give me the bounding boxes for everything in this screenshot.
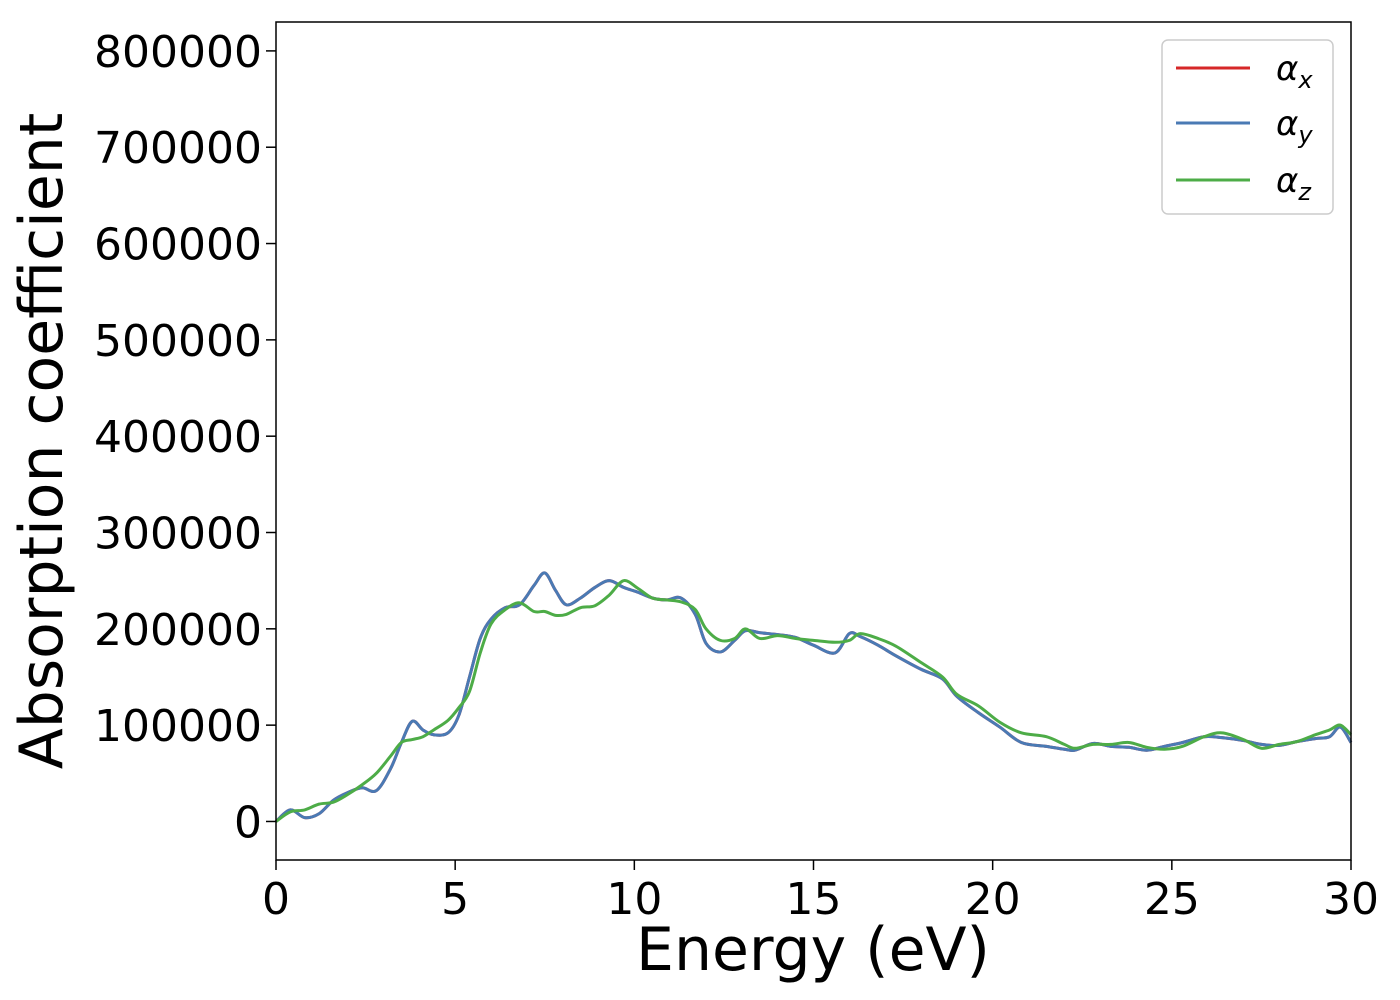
legend-subscript-x: x bbox=[1297, 66, 1313, 94]
legend-subscript-y: y bbox=[1297, 121, 1313, 149]
x-tick-label: 15 bbox=[786, 874, 842, 925]
legend-symbol-z: α bbox=[1276, 161, 1298, 201]
legend: αx αy αz bbox=[1161, 39, 1334, 215]
series-layer bbox=[274, 571, 1353, 823]
legend-label-z: αz bbox=[1276, 161, 1312, 206]
x-axis-title: Energy (eV) bbox=[636, 915, 990, 985]
series-line-z bbox=[275, 579, 1353, 823]
x-axis: 0 5 10 15 20 25 30 bbox=[262, 860, 1379, 925]
legend-symbol-y: α bbox=[1276, 104, 1298, 144]
y-tick-label: 200000 bbox=[94, 605, 262, 656]
x-tick-label: 5 bbox=[441, 874, 469, 925]
x-tick-label: 30 bbox=[1323, 874, 1379, 925]
legend-label-x: αx bbox=[1276, 49, 1313, 94]
y-tick-label: 0 bbox=[234, 797, 262, 848]
y-tick-label: 400000 bbox=[94, 412, 262, 463]
legend-label-y: αy bbox=[1276, 104, 1313, 149]
y-axis: 0 100000 200000 300000 400000 500000 600000 700… bbox=[94, 27, 276, 848]
x-tick-label: 25 bbox=[1144, 874, 1200, 925]
y-tick-label: 300000 bbox=[94, 509, 262, 560]
y-tick-label: 800000 bbox=[94, 27, 262, 78]
legend-subscript-z: z bbox=[1297, 178, 1312, 206]
legend-symbol-x: α bbox=[1276, 49, 1298, 89]
y-axis-title: Absorption coefficient bbox=[7, 113, 77, 770]
y-tick-label: 100000 bbox=[94, 701, 262, 752]
y-tick-label: 600000 bbox=[94, 220, 262, 271]
y-tick-label: 500000 bbox=[94, 316, 262, 367]
legend-box bbox=[1161, 39, 1334, 215]
x-tick-label: 10 bbox=[606, 874, 662, 925]
x-tick-label: 20 bbox=[965, 874, 1021, 925]
x-tick-label: 0 bbox=[262, 874, 290, 925]
y-tick-label: 700000 bbox=[94, 123, 262, 174]
